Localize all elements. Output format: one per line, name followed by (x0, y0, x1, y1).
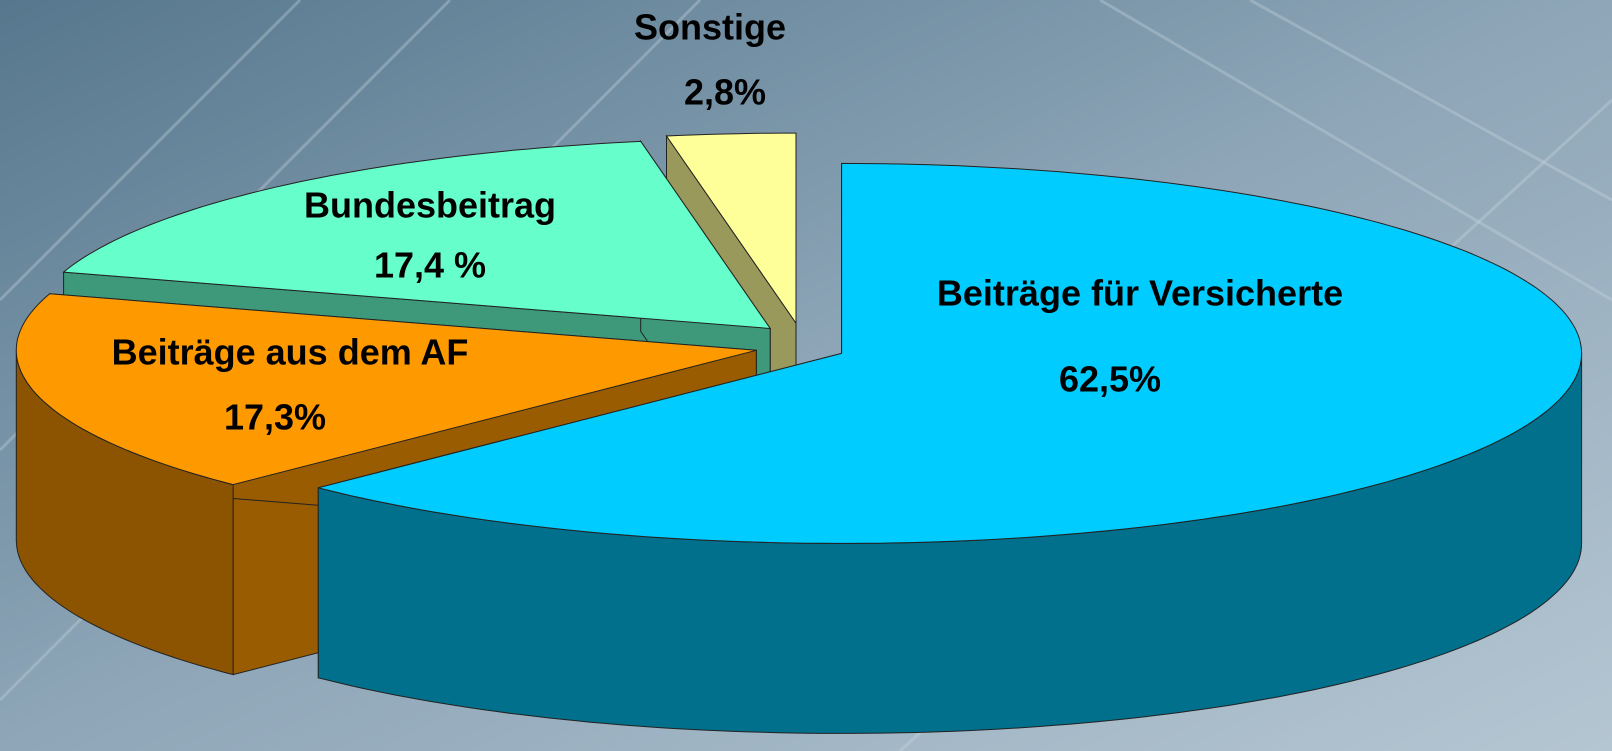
slice-label: Sonstige (634, 7, 786, 48)
slice-top (318, 162, 1583, 544)
slice-value-label: 17,3% (224, 397, 326, 438)
slice-value-label: 17,4 % (374, 245, 486, 286)
slice-value-label: 2,8% (684, 72, 766, 113)
slice-label: Beiträge für Versicherte (937, 273, 1343, 314)
slice-label: Bundesbeitrag (304, 185, 556, 226)
slice-top (665, 132, 797, 325)
slice-top (62, 140, 772, 330)
slice-label: Beiträge aus dem AF (112, 332, 469, 373)
slice-top (15, 293, 757, 486)
slice-value-label: 62,5% (1059, 359, 1161, 400)
